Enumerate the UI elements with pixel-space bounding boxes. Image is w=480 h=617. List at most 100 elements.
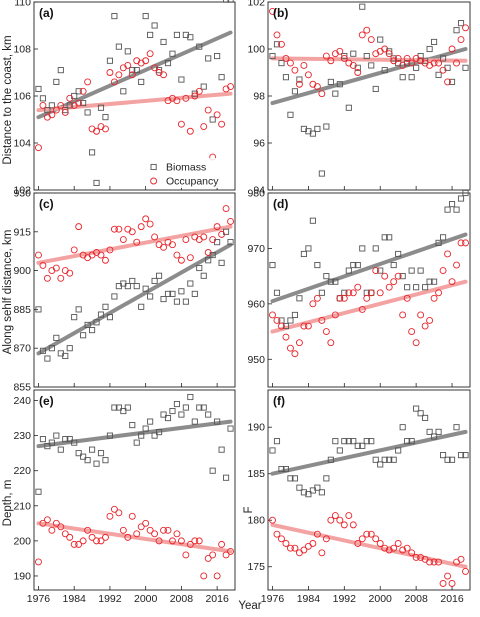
point-occupancy <box>110 78 118 86</box>
point-occupancy <box>218 120 226 128</box>
point-biomass <box>200 404 207 411</box>
x-tick-label: 1992 <box>98 593 122 605</box>
point-occupancy <box>448 580 456 587</box>
point-biomass <box>327 456 334 463</box>
point-biomass <box>53 432 60 439</box>
point-biomass <box>80 99 87 107</box>
point-biomass <box>422 284 429 291</box>
point-occupancy <box>84 526 92 534</box>
point-occupancy <box>327 516 335 524</box>
point-occupancy <box>79 87 87 95</box>
point-occupancy <box>300 546 308 554</box>
y-tick-label: 104 <box>13 138 31 150</box>
point-occupancy <box>412 553 420 561</box>
point-occupancy <box>133 238 141 246</box>
point-occupancy <box>318 317 326 324</box>
point-biomass <box>345 104 352 111</box>
point-biomass <box>71 314 78 321</box>
point-biomass <box>287 317 294 324</box>
point-occupancy <box>399 546 407 554</box>
point-occupancy <box>115 225 123 233</box>
point-occupancy <box>408 328 416 336</box>
point-occupancy <box>209 236 217 244</box>
point-occupancy <box>381 45 389 53</box>
point-occupancy <box>227 547 234 555</box>
point-biomass <box>62 436 69 443</box>
point-occupancy <box>363 530 371 538</box>
point-biomass <box>444 456 451 463</box>
point-occupancy <box>286 59 294 67</box>
point-occupancy <box>430 294 438 302</box>
point-biomass <box>269 447 276 454</box>
point-biomass <box>390 456 397 463</box>
panel-letter: (b) <box>273 6 288 20</box>
point-biomass <box>413 284 420 291</box>
point-occupancy <box>142 57 150 65</box>
point-occupancy <box>309 300 317 308</box>
point-biomass <box>205 411 212 418</box>
point-occupancy <box>155 241 163 249</box>
point-biomass <box>48 102 55 109</box>
point-biomass <box>129 422 136 429</box>
point-biomass <box>309 217 316 224</box>
point-biomass <box>84 321 91 328</box>
point-occupancy <box>191 537 199 545</box>
point-biomass <box>115 404 122 411</box>
point-biomass <box>345 267 352 274</box>
point-biomass <box>71 439 78 446</box>
panel-f: 175 180 185 190 1976 1984 1992 2000 2008 2016 (f) <box>247 389 471 605</box>
point-biomass <box>191 418 198 425</box>
point-biomass <box>291 88 298 95</box>
y-tick-label: 110 <box>14 0 31 9</box>
trend-line-occupancy <box>270 522 468 569</box>
point-occupancy <box>349 61 357 69</box>
point-biomass <box>314 484 321 491</box>
point-biomass <box>305 245 312 252</box>
point-occupancy <box>322 328 330 336</box>
point-biomass <box>147 293 154 300</box>
point-biomass <box>147 31 154 38</box>
point-occupancy <box>278 322 285 330</box>
point-biomass <box>431 38 438 45</box>
point-occupancy <box>349 521 357 529</box>
legend-label-occupancy: Occupancy <box>166 176 219 188</box>
x-tick-label: 1984 <box>63 593 87 605</box>
point-biomass <box>53 78 60 85</box>
point-biomass <box>75 88 82 95</box>
point-biomass <box>196 404 203 411</box>
point-biomass <box>327 78 334 85</box>
point-biomass <box>93 319 100 326</box>
point-biomass <box>296 76 303 83</box>
point-occupancy <box>146 220 154 228</box>
point-biomass <box>359 3 366 10</box>
point-occupancy <box>213 223 221 231</box>
y-tick-label: 185 <box>247 468 265 480</box>
point-occupancy <box>227 218 234 225</box>
point-biomass <box>404 438 411 445</box>
point-biomass <box>368 62 375 69</box>
point-occupancy <box>313 294 321 302</box>
point-occupancy <box>358 535 366 543</box>
point-occupancy <box>399 61 407 69</box>
y-tick-label: 960 <box>247 298 265 310</box>
point-biomass <box>66 345 73 352</box>
point-biomass <box>332 90 339 97</box>
point-biomass <box>93 460 100 467</box>
plot-frame <box>33 192 236 388</box>
point-occupancy <box>457 239 465 247</box>
point-biomass <box>173 298 180 305</box>
point-occupancy <box>300 322 308 330</box>
point-occupancy <box>169 537 176 545</box>
panel-c: 855 870 885 900 915 930 (c) <box>13 188 236 394</box>
point-biomass <box>62 352 69 360</box>
point-biomass <box>89 149 96 156</box>
point-occupancy <box>430 558 438 566</box>
point-biomass <box>413 64 420 71</box>
point-biomass <box>111 293 118 300</box>
y-tick-label: 950 <box>247 354 265 366</box>
point-biomass <box>273 438 281 445</box>
point-occupancy <box>354 540 362 547</box>
point-occupancy <box>164 526 172 534</box>
point-occupancy <box>444 572 452 580</box>
point-occupancy <box>39 519 47 527</box>
